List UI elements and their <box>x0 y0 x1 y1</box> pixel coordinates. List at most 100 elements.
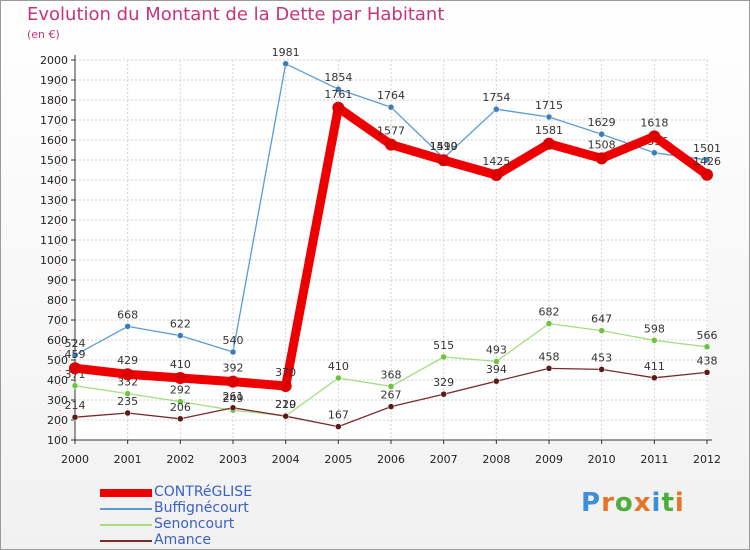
logo-letter: o <box>614 488 634 518</box>
data-label: 1426 <box>693 155 721 168</box>
legend-swatch <box>100 524 152 526</box>
x-tick-label: 2009 <box>535 453 563 466</box>
data-point <box>335 423 342 430</box>
x-tick-label: 2000 <box>61 453 89 466</box>
data-point <box>651 337 658 344</box>
data-point <box>229 404 237 412</box>
y-tick-label: 1900 <box>40 74 68 87</box>
data-point <box>229 348 237 356</box>
data-label: 411 <box>644 360 665 373</box>
data-point <box>124 390 131 397</box>
data-label: 167 <box>328 409 349 422</box>
legend-label: Senoncourt <box>154 516 235 532</box>
data-label: 1761 <box>324 88 352 101</box>
data-point <box>387 103 395 111</box>
y-tick-label: 100 <box>47 434 68 447</box>
y-tick-label: 600 <box>47 334 68 347</box>
unit-label: (en €) <box>27 28 60 41</box>
data-point <box>335 374 342 382</box>
data-point <box>124 409 131 417</box>
logo-letter: x <box>633 488 652 518</box>
y-tick-label: 1700 <box>40 114 68 127</box>
data-label: 566 <box>697 329 718 342</box>
data-label: 206 <box>170 401 191 414</box>
data-label: 1499 <box>430 140 458 153</box>
data-point <box>545 365 553 372</box>
data-point <box>71 351 79 359</box>
logo-letter: P <box>581 488 602 518</box>
data-label: 214 <box>65 399 86 412</box>
data-point <box>71 382 79 390</box>
data-point <box>282 412 289 420</box>
data-label: 1715 <box>535 99 563 112</box>
data-label: 220 <box>275 398 296 411</box>
x-tick-label: 2006 <box>377 453 405 466</box>
data-point <box>493 358 500 365</box>
data-label: 329 <box>433 376 454 389</box>
data-label: 1618 <box>640 116 668 129</box>
data-label: 394 <box>486 363 507 376</box>
data-point <box>543 137 555 150</box>
data-label: 458 <box>539 350 560 363</box>
data-label: 1754 <box>482 91 510 104</box>
data-point <box>598 366 605 373</box>
data-point <box>332 101 345 114</box>
legend-label: Buffignécourt <box>154 500 249 516</box>
data-label: 1764 <box>377 89 405 102</box>
data-label: 235 <box>117 395 138 408</box>
data-point <box>440 390 447 398</box>
data-label: 1629 <box>588 116 616 129</box>
data-label: 1981 <box>272 46 300 59</box>
legend-swatch <box>100 540 152 542</box>
x-tick-label: 2011 <box>640 453 668 466</box>
legend-label: CONTRéGLISE <box>154 484 253 500</box>
data-point <box>440 353 447 361</box>
data-label: 249 <box>223 392 244 405</box>
data-label: 1581 <box>535 124 563 137</box>
x-tick-label: 2008 <box>482 453 510 466</box>
y-tick-label: 300 <box>47 394 68 407</box>
y-tick-label: 1100 <box>40 234 68 247</box>
chart-title: Evolution du Montant de la Dette par Hab… <box>27 4 445 25</box>
data-point <box>490 169 503 181</box>
data-point <box>69 362 81 375</box>
data-point <box>701 168 713 181</box>
data-point <box>493 377 500 385</box>
y-tick-label: 1400 <box>40 174 68 187</box>
x-tick-label: 2005 <box>324 453 352 466</box>
y-tick-label: 1500 <box>40 154 68 167</box>
data-label: 668 <box>117 308 138 321</box>
data-label: 1425 <box>482 155 510 168</box>
data-point <box>598 130 605 138</box>
legend-label: Amance <box>154 532 211 548</box>
legend-swatch <box>100 489 152 497</box>
x-tick-label: 2012 <box>693 453 721 466</box>
proxiti-logo: Proxiti <box>581 488 685 518</box>
data-point <box>598 327 605 334</box>
data-label: 410 <box>170 358 191 371</box>
data-label: 1577 <box>377 125 405 138</box>
data-label: 493 <box>486 343 507 356</box>
data-point <box>703 369 711 376</box>
data-point <box>651 149 658 157</box>
data-label: 438 <box>697 354 718 367</box>
data-label: 219 <box>275 398 296 411</box>
data-point <box>177 415 184 423</box>
x-tick-label: 2001 <box>114 453 142 466</box>
data-point <box>282 60 289 68</box>
data-label: 453 <box>591 351 612 364</box>
x-tick-label: 2004 <box>272 453 300 466</box>
data-point <box>387 403 395 410</box>
x-tick-label: 2010 <box>588 453 616 466</box>
y-tick-label: 2000 <box>40 54 68 67</box>
data-point <box>545 320 553 327</box>
y-tick-label: 1600 <box>40 134 68 147</box>
data-point <box>174 372 187 384</box>
data-label: 1510 <box>430 140 458 153</box>
logo-letter: i <box>651 488 662 518</box>
y-tick-label: 1000 <box>40 254 68 267</box>
y-tick-label: 800 <box>47 294 68 307</box>
x-tick-label: 2002 <box>166 453 194 466</box>
data-point <box>387 383 395 390</box>
